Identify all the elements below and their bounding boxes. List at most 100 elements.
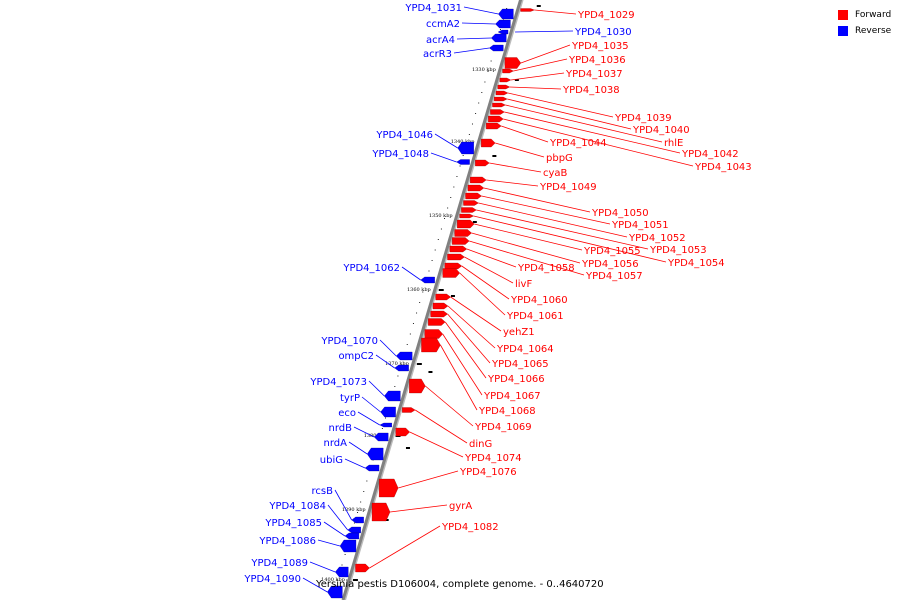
forward-gene-arrow bbox=[409, 378, 426, 394]
forward-gene-label: YPD4_1057 bbox=[585, 271, 643, 282]
forward-gene-label: YPD4_1074 bbox=[464, 453, 522, 464]
forward-gene-label: YPD4_1042 bbox=[681, 149, 739, 160]
forward-gene-label: YPD4_1068 bbox=[478, 406, 536, 417]
forward-gene-label: YPD4_1060 bbox=[510, 295, 568, 306]
forward-gene-label: YPD4_1038 bbox=[562, 85, 620, 96]
reverse-gene-arrow bbox=[380, 406, 396, 418]
forward-gene-label: yehZ1 bbox=[503, 327, 535, 338]
reverse-gene-arrow bbox=[457, 141, 474, 155]
forward-gene-label: pbpG bbox=[546, 153, 573, 164]
reverse-leader-line bbox=[456, 37, 492, 40]
reverse-gene-arrow bbox=[384, 390, 401, 402]
forward-leader-line bbox=[503, 118, 694, 167]
reverse-leader-line bbox=[453, 47, 490, 54]
backbone-dot bbox=[406, 344, 408, 345]
marker-dash bbox=[492, 155, 497, 157]
scale-tick-label: 1350 kbp bbox=[429, 213, 453, 219]
forward-leader-line bbox=[471, 232, 581, 264]
reverse-gene-label: YPD4_1031 bbox=[404, 3, 462, 14]
reverse-leader-line bbox=[353, 426, 375, 438]
reverse-gene-arrow bbox=[344, 532, 360, 540]
forward-gene-arrow bbox=[435, 293, 451, 301]
forward-leader-line bbox=[507, 92, 614, 118]
forward-gene-label: dinG bbox=[469, 439, 492, 450]
legend-label-forward: Forward bbox=[855, 10, 892, 20]
reverse-leader-line bbox=[348, 441, 368, 455]
reverse-gene-arrow bbox=[395, 351, 413, 361]
backbone-dot bbox=[481, 92, 483, 93]
backbone-dot bbox=[456, 176, 458, 177]
forward-leader-line bbox=[505, 104, 663, 143]
forward-leader-line bbox=[447, 313, 491, 364]
forward-gene-arrow bbox=[495, 90, 509, 96]
reverse-gene-label: ubiG bbox=[320, 455, 343, 466]
forward-gene-label: YPD4_1044 bbox=[549, 138, 607, 149]
scale-tick-label: 1400 kbp bbox=[321, 577, 345, 583]
reverse-leader-line bbox=[368, 380, 385, 397]
forward-gene-label: YPD4_1061 bbox=[506, 311, 564, 322]
marker-dash bbox=[405, 447, 410, 449]
forward-gene-arrow bbox=[459, 213, 474, 219]
forward-gene-arrow bbox=[490, 109, 505, 115]
forward-gene-arrow bbox=[432, 302, 449, 310]
forward-leader-line bbox=[425, 385, 474, 427]
backbone-dot bbox=[444, 218, 446, 219]
backbone-dot bbox=[468, 134, 470, 135]
reverse-gene-label: YPD4_1030 bbox=[574, 27, 632, 38]
legend: Forward Reverse bbox=[838, 8, 891, 40]
reverse-gene-arrow bbox=[489, 44, 504, 52]
scale-tick-label: 1370 kbp bbox=[385, 361, 409, 367]
reverse-gene-label: acrR3 bbox=[423, 49, 452, 60]
reverse-leader-line bbox=[357, 411, 380, 426]
forward-gene-label: YPD4_1043 bbox=[694, 162, 752, 173]
forward-gene-label: YPD4_1056 bbox=[581, 259, 639, 270]
reverse-leader-line bbox=[461, 22, 496, 25]
reverse-leader-line bbox=[317, 539, 341, 547]
backbone-dot bbox=[447, 207, 449, 209]
reverse-swatch bbox=[838, 26, 848, 36]
forward-gene-label: YPD4_1029 bbox=[577, 10, 635, 21]
reverse-gene-label: YPD4_1089 bbox=[250, 558, 308, 569]
forward-gene-arrow bbox=[355, 563, 370, 573]
reverse-gene-label: YPD4_1090 bbox=[243, 574, 301, 585]
backbone-dot bbox=[419, 302, 421, 303]
backbone-dot bbox=[440, 228, 442, 230]
reverse-leader-line bbox=[379, 339, 397, 357]
forward-gene-label: gyrA bbox=[449, 501, 472, 512]
reverse-gene-arrow bbox=[327, 585, 343, 599]
forward-gene-label: YPD4_1050 bbox=[591, 208, 649, 219]
legend-label-reverse: Reverse bbox=[855, 26, 892, 36]
forward-gene-arrow bbox=[465, 192, 482, 200]
marker-dash bbox=[514, 79, 519, 81]
reverse-leader-line bbox=[375, 354, 395, 369]
backbone-dot bbox=[353, 522, 355, 524]
forward-leader-line bbox=[440, 344, 478, 411]
forward-leader-line bbox=[520, 44, 571, 64]
forward-gene-arrow bbox=[520, 8, 535, 12]
backbone-dot bbox=[459, 165, 461, 167]
reverse-gene-arrow bbox=[495, 19, 511, 29]
forward-leader-line bbox=[483, 187, 591, 213]
forward-gene-label: YPD4_1064 bbox=[496, 344, 554, 355]
backbone-dot bbox=[357, 512, 359, 513]
reverse-gene-label: eco bbox=[338, 408, 356, 419]
forward-gene-label: YPD4_1039 bbox=[614, 113, 672, 124]
scale-tick bbox=[352, 579, 358, 581]
forward-leader-line bbox=[409, 431, 464, 458]
forward-leader-line bbox=[481, 195, 611, 225]
legend-item-reverse: Reverse bbox=[838, 24, 891, 38]
forward-leader-line bbox=[444, 321, 487, 379]
backbone-dot bbox=[422, 291, 424, 293]
reverse-gene-arrow bbox=[491, 33, 507, 43]
reverse-gene-arrow bbox=[497, 29, 509, 35]
forward-gene-arrow bbox=[457, 219, 475, 229]
marker-dash bbox=[428, 371, 433, 373]
forward-gene-arrow bbox=[421, 337, 441, 353]
forward-gene-label: YPD4_1051 bbox=[611, 220, 669, 231]
forward-gene-label: livF bbox=[515, 279, 532, 290]
forward-gene-arrow bbox=[502, 68, 514, 74]
backbone-dot bbox=[487, 71, 489, 72]
reverse-gene-arrow bbox=[379, 422, 392, 428]
forward-leader-line bbox=[447, 305, 496, 349]
reverse-leader-line bbox=[344, 458, 366, 469]
